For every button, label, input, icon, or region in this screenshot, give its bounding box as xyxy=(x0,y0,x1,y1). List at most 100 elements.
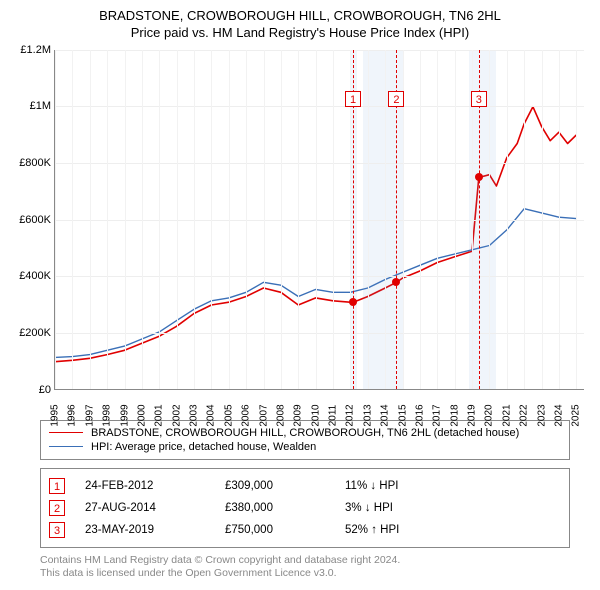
x-tick-label: 2013 xyxy=(362,404,373,426)
gridline-v xyxy=(455,50,456,389)
sales-delta-1: 11% ↓ HPI xyxy=(345,480,455,492)
sales-row-3: 3 23-MAY-2019 £750,000 52% ↑ HPI xyxy=(49,519,561,541)
sale-number-box: 1 xyxy=(345,91,361,107)
x-tick-label: 2012 xyxy=(345,404,356,426)
x-tick-label: 2020 xyxy=(484,404,495,426)
legend-swatch-hpi xyxy=(49,446,83,447)
gridline-v xyxy=(559,50,560,389)
x-tick-label: 2001 xyxy=(154,404,165,426)
y-tick-label: £200K xyxy=(19,327,51,339)
sales-num-2: 2 xyxy=(49,500,65,516)
footer-line-1: Contains HM Land Registry data © Crown c… xyxy=(40,554,590,568)
chart-plot-area: £0£200K£400K£600K£800K£1M£1.2M1995199619… xyxy=(54,50,584,390)
sales-date-2: 27-AUG-2014 xyxy=(85,502,205,514)
gridline-h xyxy=(55,276,584,277)
x-tick-label: 2011 xyxy=(328,405,339,427)
x-tick-label: 2014 xyxy=(380,404,391,426)
footer-line-2: This data is licensed under the Open Gov… xyxy=(40,567,590,581)
sales-date-1: 24-FEB-2012 xyxy=(85,480,205,492)
x-tick-label: 2022 xyxy=(519,404,530,426)
legend-row-property: BRADSTONE, CROWBOROUGH HILL, CROWBOROUGH… xyxy=(49,426,561,440)
x-tick-label: 1997 xyxy=(84,404,95,426)
sales-row-1: 1 24-FEB-2012 £309,000 11% ↓ HPI xyxy=(49,475,561,497)
sales-price-1: £309,000 xyxy=(225,480,325,492)
title-line-2: Price paid vs. HM Land Registry's House … xyxy=(10,25,590,42)
x-tick-label: 2019 xyxy=(467,404,478,426)
x-tick-label: 2004 xyxy=(206,404,217,426)
legend-label-property: BRADSTONE, CROWBOROUGH HILL, CROWBOROUGH… xyxy=(91,427,519,439)
sales-delta-3: 52% ↑ HPI xyxy=(345,524,455,536)
chart-container: BRADSTONE, CROWBOROUGH HILL, CROWBOROUGH… xyxy=(0,0,600,590)
x-tick-label: 2000 xyxy=(136,404,147,426)
x-tick-label: 2025 xyxy=(571,404,582,426)
x-tick-label: 2021 xyxy=(501,404,512,426)
gridline-h xyxy=(55,220,584,221)
gridline-v xyxy=(229,50,230,389)
x-tick-label: 2009 xyxy=(293,404,304,426)
gridline-v xyxy=(437,50,438,389)
sales-price-2: £380,000 xyxy=(225,502,325,514)
sales-price-3: £750,000 xyxy=(225,524,325,536)
sale-marker xyxy=(392,278,400,286)
x-tick-label: 1999 xyxy=(119,404,130,426)
gridline-v xyxy=(507,50,508,389)
x-tick-label: 2018 xyxy=(449,404,460,426)
sales-row-2: 2 27-AUG-2014 £380,000 3% ↓ HPI xyxy=(49,497,561,519)
gridline-v xyxy=(177,50,178,389)
gridline-h xyxy=(55,333,584,334)
x-tick-label: 1998 xyxy=(102,404,113,426)
legend-label-hpi: HPI: Average price, detached house, Weal… xyxy=(91,441,316,453)
gridline-v xyxy=(246,50,247,389)
legend-row-hpi: HPI: Average price, detached house, Weal… xyxy=(49,440,561,454)
x-tick-label: 2023 xyxy=(536,404,547,426)
sales-num-1: 1 xyxy=(49,478,65,494)
sales-date-3: 23-MAY-2019 xyxy=(85,524,205,536)
gridline-h xyxy=(55,106,584,107)
y-tick-label: £0 xyxy=(39,384,51,396)
gridline-v xyxy=(368,50,369,389)
gridline-v xyxy=(90,50,91,389)
x-tick-label: 2003 xyxy=(189,404,200,426)
sale-marker xyxy=(349,298,357,306)
sale-number-box: 3 xyxy=(471,91,487,107)
gridline-v xyxy=(211,50,212,389)
gridline-h xyxy=(55,50,584,51)
x-tick-label: 2024 xyxy=(553,404,564,426)
sales-num-3: 3 xyxy=(49,522,65,538)
gridline-v xyxy=(107,50,108,389)
gridline-h xyxy=(55,163,584,164)
footer: Contains HM Land Registry data © Crown c… xyxy=(40,554,590,581)
y-tick-label: £600K xyxy=(19,214,51,226)
gridline-v xyxy=(524,50,525,389)
gridline-v xyxy=(125,50,126,389)
gridline-v xyxy=(159,50,160,389)
legend-swatch-property xyxy=(49,432,83,433)
x-tick-label: 1996 xyxy=(67,404,78,426)
y-tick-label: £1M xyxy=(30,100,51,112)
y-tick-label: £800K xyxy=(19,157,51,169)
x-tick-label: 2016 xyxy=(414,404,425,426)
x-tick-label: 2007 xyxy=(258,404,269,426)
x-tick-label: 2006 xyxy=(241,404,252,426)
gridline-v xyxy=(542,50,543,389)
x-tick-label: 2010 xyxy=(310,404,321,426)
gridline-v xyxy=(489,50,490,389)
gridline-v xyxy=(55,50,56,389)
gridline-v xyxy=(316,50,317,389)
gridline-v xyxy=(298,50,299,389)
gridline-v xyxy=(264,50,265,389)
gridline-v xyxy=(576,50,577,389)
gridline-v xyxy=(194,50,195,389)
sales-delta-2: 3% ↓ HPI xyxy=(345,502,455,514)
gridline-v xyxy=(72,50,73,389)
y-tick-label: £1.2M xyxy=(20,44,51,56)
sales-table: 1 24-FEB-2012 £309,000 11% ↓ HPI 2 27-AU… xyxy=(40,468,570,548)
gridline-v xyxy=(420,50,421,389)
x-tick-label: 1995 xyxy=(50,404,61,426)
y-tick-label: £400K xyxy=(19,270,51,282)
title-line-1: BRADSTONE, CROWBOROUGH HILL, CROWBOROUGH… xyxy=(10,8,590,25)
x-tick-label: 2015 xyxy=(397,404,408,426)
x-tick-label: 2017 xyxy=(432,404,443,426)
gridline-v xyxy=(333,50,334,389)
gridline-v xyxy=(385,50,386,389)
